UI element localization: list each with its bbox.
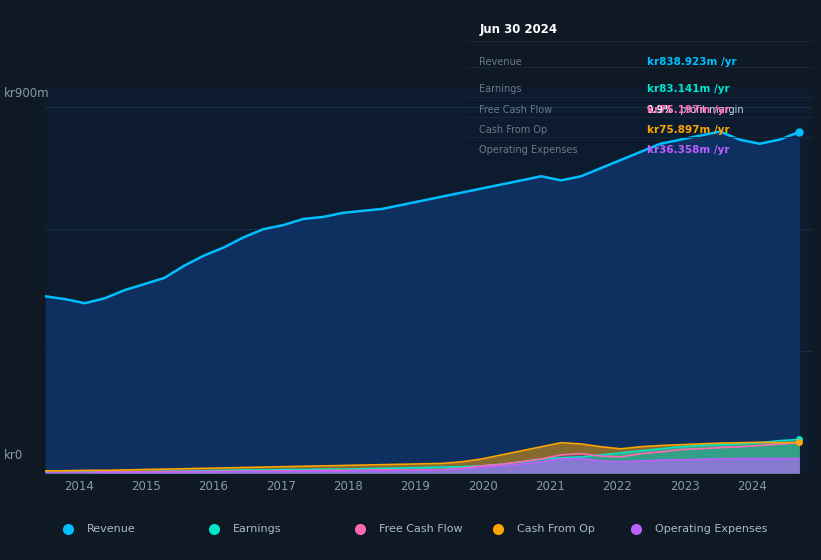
Text: Earnings: Earnings xyxy=(233,524,282,534)
Text: kr838.923m /yr: kr838.923m /yr xyxy=(647,58,736,67)
Text: Earnings: Earnings xyxy=(479,84,522,94)
Text: Revenue: Revenue xyxy=(479,58,522,67)
Text: Operating Expenses: Operating Expenses xyxy=(655,524,768,534)
Text: Cash From Op: Cash From Op xyxy=(517,524,595,534)
Text: kr900m: kr900m xyxy=(4,87,50,100)
Text: Operating Expenses: Operating Expenses xyxy=(479,145,578,155)
Text: Jun 30 2024: Jun 30 2024 xyxy=(479,23,557,36)
Text: kr75.197m /yr: kr75.197m /yr xyxy=(647,105,730,115)
Text: Revenue: Revenue xyxy=(87,524,136,534)
Text: profit margin: profit margin xyxy=(677,105,743,115)
Text: Free Cash Flow: Free Cash Flow xyxy=(379,524,463,534)
Text: kr36.358m /yr: kr36.358m /yr xyxy=(647,145,729,155)
Text: kr83.141m /yr: kr83.141m /yr xyxy=(647,84,730,94)
Text: Cash From Op: Cash From Op xyxy=(479,125,548,135)
Text: kr75.897m /yr: kr75.897m /yr xyxy=(647,125,730,135)
Text: Free Cash Flow: Free Cash Flow xyxy=(479,105,553,115)
Text: kr0: kr0 xyxy=(4,449,23,462)
Text: 9.9%: 9.9% xyxy=(647,105,674,115)
